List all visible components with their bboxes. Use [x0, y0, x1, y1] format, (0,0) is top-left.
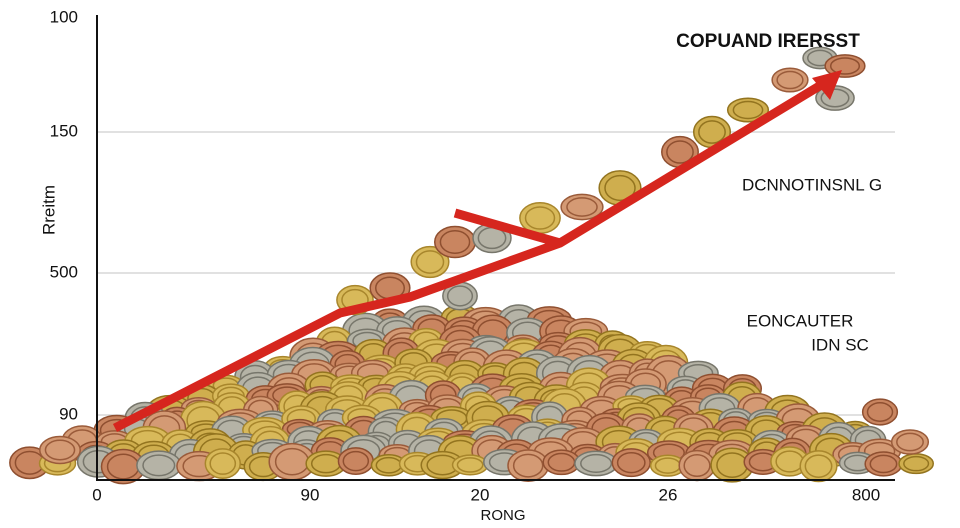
coin-face — [804, 454, 833, 478]
coin-face — [446, 285, 474, 307]
coin — [542, 449, 581, 476]
coin-face — [415, 250, 445, 274]
coin-face — [683, 454, 711, 478]
coin — [726, 97, 770, 123]
coin-face — [903, 455, 930, 472]
coin — [861, 398, 899, 426]
coin-face — [776, 70, 804, 90]
coin — [442, 281, 478, 311]
coin — [204, 448, 241, 480]
coin — [864, 451, 903, 477]
annotation: EONCAUTER — [747, 311, 854, 330]
x-axis-label: RONG — [481, 507, 526, 524]
arrow-spike — [453, 208, 562, 248]
trend-arrow — [112, 70, 842, 433]
coin-face — [209, 452, 237, 475]
coin — [771, 67, 809, 93]
coin-face — [616, 451, 646, 474]
coin — [824, 54, 866, 78]
coin — [420, 450, 465, 480]
coin — [560, 193, 604, 221]
x-tick-label: 800 — [852, 485, 880, 504]
arrow-line — [112, 78, 829, 433]
coin-face — [566, 197, 598, 217]
coin — [678, 449, 716, 482]
coin-pile — [9, 46, 934, 485]
coin-face — [142, 454, 176, 477]
coin-face — [604, 174, 636, 202]
y-tick-label: 150 — [50, 121, 78, 140]
x-tick-label: 0 — [92, 485, 101, 504]
coin — [337, 447, 374, 476]
coin-face — [524, 206, 556, 230]
coin-face — [512, 453, 544, 478]
coin-face — [896, 432, 924, 452]
coin — [451, 454, 489, 476]
x-tick-label: 90 — [301, 485, 320, 504]
x-tick-label: 26 — [659, 485, 678, 504]
y-tick-label: 100 — [50, 7, 78, 26]
y-tick-label: 90 — [59, 404, 78, 423]
coin-face — [869, 454, 898, 474]
x-tick-label: 20 — [471, 485, 490, 504]
coin-face — [342, 450, 370, 472]
coin-face — [580, 453, 613, 473]
chart-title: COPUAND IRERSST — [676, 31, 860, 52]
coin — [519, 201, 561, 235]
coin — [574, 450, 619, 477]
coin — [136, 450, 182, 481]
coin — [433, 225, 477, 259]
coin — [890, 429, 930, 455]
coin-face — [866, 402, 894, 422]
arrow-head — [812, 70, 842, 100]
coin-face — [820, 88, 850, 108]
coin-face — [732, 100, 764, 120]
annotation: IDN SC — [811, 335, 869, 354]
y-tick-label: 500 — [50, 262, 78, 281]
coin — [799, 450, 838, 483]
coin — [39, 435, 81, 465]
coin-face — [44, 439, 76, 461]
coin-face — [829, 57, 861, 75]
coin-face — [666, 140, 694, 164]
coin-face — [698, 120, 726, 144]
coin-face — [456, 457, 484, 473]
coin — [611, 448, 651, 478]
y-axis-label: Rreitm — [39, 185, 58, 235]
coin — [410, 245, 450, 279]
coin — [898, 453, 934, 475]
coin — [507, 449, 550, 482]
coin-face — [439, 230, 471, 254]
annotation: DCNNOTINSNL G — [742, 175, 882, 194]
